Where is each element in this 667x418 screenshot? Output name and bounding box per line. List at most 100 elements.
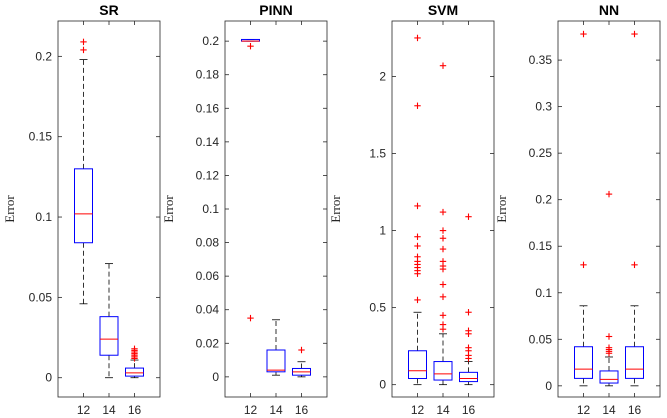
outlier-marker — [465, 213, 472, 220]
y-tick-label: 0 — [212, 370, 219, 384]
y-tick-label: 0.2 — [35, 49, 52, 63]
outlier-marker — [439, 293, 447, 301]
chart-title: SVM — [428, 2, 458, 18]
y-tick-label: 0 — [545, 379, 552, 393]
outlier-marker — [414, 102, 421, 109]
outlier-marker — [631, 30, 638, 38]
outlier-marker — [247, 314, 254, 322]
y-tick-label: 0.35 — [529, 53, 553, 67]
box-body — [625, 346, 644, 379]
y-tick-label: 0.5 — [369, 301, 386, 315]
box-body — [574, 346, 593, 379]
outlier-marker — [439, 62, 447, 69]
outlier-marker — [465, 309, 472, 316]
y-tick-label: 0.04 — [196, 303, 220, 317]
y-tick-label: 0.15 — [529, 239, 553, 253]
y-tick-label: 0 — [45, 371, 52, 385]
box-body — [266, 349, 286, 373]
chart-title: PINN — [259, 2, 292, 18]
box-12 — [408, 34, 427, 386]
x-tick-label: 14 — [102, 403, 116, 417]
y-tick-label: 1.5 — [369, 147, 386, 161]
x-tick-label: 14 — [436, 403, 450, 417]
y-tick-label: 0.14 — [196, 135, 220, 149]
outlier-marker — [631, 261, 638, 269]
y-tick-label: 0.06 — [196, 269, 220, 283]
x-tick-label: 12 — [577, 403, 591, 417]
outlier-marker — [131, 345, 138, 352]
outlier-marker — [605, 333, 613, 340]
x-tick-label: 16 — [628, 403, 642, 417]
y-tick-label: 1 — [379, 224, 386, 238]
box-body — [74, 168, 93, 244]
box-body — [99, 316, 119, 356]
outlier-marker — [80, 46, 87, 54]
outlier-marker — [439, 245, 447, 253]
outlier-marker — [439, 281, 447, 288]
box-body — [433, 361, 453, 381]
y-tick-label: 0.16 — [196, 101, 220, 115]
outlier-marker — [439, 321, 447, 328]
chart-title: NN — [599, 2, 619, 18]
y-tick-label: 0.05 — [529, 332, 553, 346]
outlier-marker — [439, 208, 447, 216]
y-tick-label: 0.2 — [535, 193, 552, 207]
box-14 — [599, 190, 619, 387]
outlier-marker — [439, 235, 447, 242]
y-tick-label: 0.18 — [196, 68, 220, 82]
x-tick-label: 14 — [269, 403, 283, 417]
y-tick-label: 0.25 — [529, 146, 553, 160]
box-12 — [574, 30, 593, 387]
box-body — [599, 370, 619, 384]
outlier-marker — [414, 233, 421, 240]
box-body — [459, 371, 478, 383]
y-tick-label: 0.1 — [35, 210, 52, 224]
y-tick-label: 0.02 — [196, 336, 220, 350]
box-16 — [292, 346, 311, 378]
x-tick-label: 16 — [295, 403, 309, 417]
y-tick-label: 0.2 — [202, 34, 219, 48]
outlier-marker — [414, 242, 421, 250]
outlier-marker — [605, 190, 613, 198]
y-tick-label: 0.12 — [196, 168, 220, 182]
box-12 — [74, 38, 93, 305]
box-14 — [266, 319, 286, 376]
y-axis-label: Error — [328, 195, 343, 223]
y-tick-label: 0.1 — [202, 202, 219, 216]
outlier-marker — [439, 258, 447, 265]
box-14 — [99, 263, 119, 379]
box-12 — [241, 38, 260, 322]
box-16 — [625, 30, 644, 387]
y-tick-label: 0 — [379, 378, 386, 392]
box-body — [125, 367, 144, 377]
x-tick-label: 16 — [462, 403, 476, 417]
y-axis-label: Error — [2, 195, 17, 223]
box-14 — [433, 62, 453, 386]
x-tick-label: 16 — [128, 403, 142, 417]
outlier-marker — [80, 38, 87, 46]
outlier-marker — [247, 42, 254, 50]
outlier-marker — [439, 227, 447, 234]
panel-pinn: PINN 0 0.02 0.04 0.06 0.08 0.1 0.12 0.14 0.16 0.18… — [161, 2, 328, 418]
outlier-marker — [414, 296, 421, 304]
y-tick-label: 0.3 — [535, 100, 552, 114]
outlier-marker — [465, 327, 472, 334]
outlier-marker — [414, 253, 421, 260]
y-tick-label: 0.05 — [29, 290, 53, 304]
y-tick-label: 0.1 — [535, 286, 552, 300]
y-tick-label: 0.15 — [29, 130, 53, 144]
x-tick-label: 12 — [244, 403, 258, 417]
box-16 — [125, 345, 144, 379]
outlier-marker — [414, 34, 421, 42]
y-axis-label: Error — [161, 195, 176, 223]
outlier-marker — [465, 344, 472, 351]
chart-title: SR — [99, 2, 118, 18]
x-tick-label: 12 — [411, 403, 425, 417]
outlier-marker — [298, 346, 305, 354]
y-tick-label: 2 — [379, 69, 386, 83]
outlier-marker — [414, 202, 421, 210]
y-axis-label: Error — [494, 195, 509, 223]
